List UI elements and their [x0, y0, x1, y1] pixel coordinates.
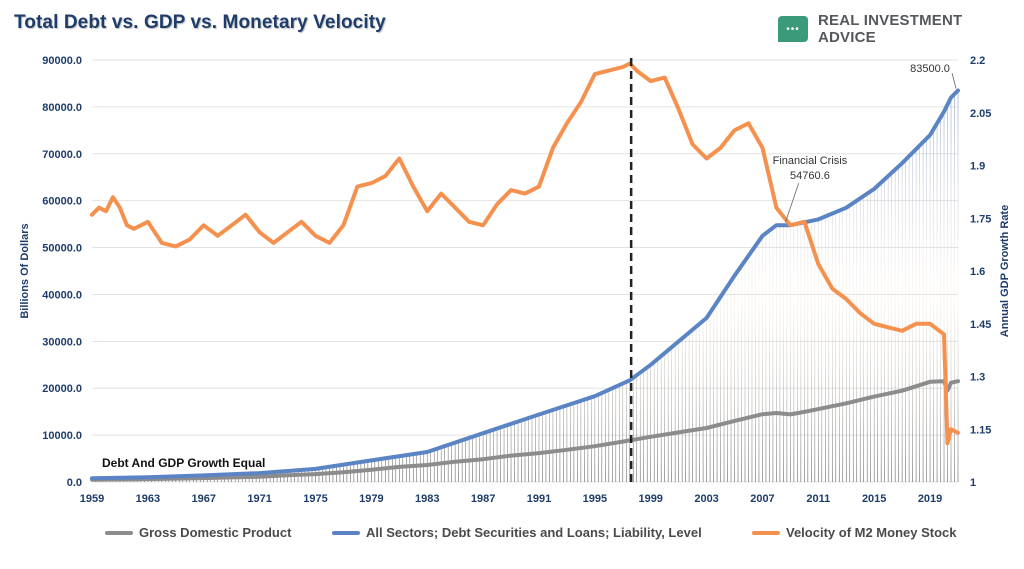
y-axis-title: Billions Of Dollars — [19, 223, 31, 318]
annotation-crisis-value: 54760.6 — [790, 170, 830, 182]
x-tick-label-1: 1963 — [136, 493, 160, 505]
x-tick-label-7: 1987 — [471, 493, 495, 505]
y2-tick-label-8: 2.2 — [970, 55, 985, 67]
annotation-peak-value: 83500.0 — [910, 63, 950, 75]
x-tick-label-11: 2003 — [694, 493, 718, 505]
y-tick-label-8: 80000.0 — [42, 102, 82, 114]
x-tick-label-9: 1995 — [583, 493, 607, 505]
annotation-equal-growth: Debt And GDP Growth Equal — [102, 456, 265, 470]
series-line-gdp — [90, 379, 960, 482]
chat-bubble-icon: ••• — [778, 16, 808, 42]
x-tick-label-4: 1975 — [303, 493, 327, 505]
x-tick-label-3: 1971 — [247, 493, 271, 505]
legend-label-gdp: Gross Domestic Product — [139, 525, 292, 540]
x-tick-label-0: 1959 — [80, 493, 104, 505]
legend-label-debt: All Sectors; Debt Securities and Loans; … — [366, 525, 702, 540]
y2-tick-label-3: 1.45 — [970, 319, 991, 331]
annotation-crisis-label: Financial Crisis — [773, 155, 848, 167]
y-tick-label-6: 60000.0 — [42, 196, 82, 208]
legend-item-debt: All Sectors; Debt Securities and Loans; … — [332, 525, 702, 540]
legend-swatch-velocity — [752, 530, 780, 535]
y-tick-label-2: 20000.0 — [42, 383, 82, 395]
x-tick-label-8: 1991 — [527, 493, 551, 505]
y-tick-label-9: 90000.0 — [42, 55, 82, 67]
annotation-leader-peak — [951, 72, 957, 89]
chart-legend: Gross Domestic Product All Sectors; Debt… — [0, 525, 1024, 545]
y2-tick-label-6: 1.9 — [970, 161, 985, 173]
legend-swatch-gdp — [105, 530, 133, 535]
legend-item-velocity: Velocity of M2 Money Stock — [752, 525, 957, 540]
y-tick-label-7: 70000.0 — [42, 149, 82, 161]
y2-tick-label-2: 1.3 — [970, 372, 985, 384]
y2-tick-label-1: 1.15 — [970, 424, 991, 436]
y2-tick-label-7: 2.05 — [970, 108, 991, 120]
x-tick-label-14: 2015 — [862, 493, 886, 505]
chart-title: Total Debt vs. GDP vs. Monetary Velocity — [14, 12, 386, 33]
legend-label-velocity: Velocity of M2 Money Stock — [786, 525, 957, 540]
y2-tick-label-4: 1.6 — [970, 266, 985, 278]
legend-item-gdp: Gross Domestic Product — [105, 525, 291, 540]
brand-name: REAL INVESTMENT ADVICE — [817, 12, 963, 46]
legend-swatch-debt — [332, 530, 360, 535]
x-tick-label-6: 1983 — [415, 493, 439, 505]
y2-tick-label-0: 1 — [970, 477, 976, 489]
x-tick-label-5: 1979 — [359, 493, 383, 505]
y-tick-label-1: 10000.0 — [42, 430, 82, 442]
x-tick-label-13: 2011 — [806, 493, 830, 505]
y-tick-label-4: 40000.0 — [42, 289, 82, 301]
y2-axis-title: Annual GDP Growth Rate — [999, 205, 1011, 337]
x-tick-label-12: 2007 — [750, 493, 774, 505]
brand-logo: ••• REAL INVESTMENT ADVICE — [778, 12, 1024, 46]
annotation-leader-crisis — [785, 182, 800, 223]
series-line-debt — [90, 88, 960, 481]
x-tick-label-10: 1999 — [638, 493, 662, 505]
series-line-velocity — [90, 61, 960, 446]
x-tick-label-15: 2019 — [918, 493, 942, 505]
y2-tick-label-5: 1.75 — [970, 213, 991, 225]
y-tick-label-3: 30000.0 — [42, 336, 82, 348]
y-tick-label-0: 0.0 — [67, 477, 82, 489]
y-tick-label-5: 50000.0 — [42, 243, 82, 255]
x-tick-label-2: 1967 — [191, 493, 215, 505]
